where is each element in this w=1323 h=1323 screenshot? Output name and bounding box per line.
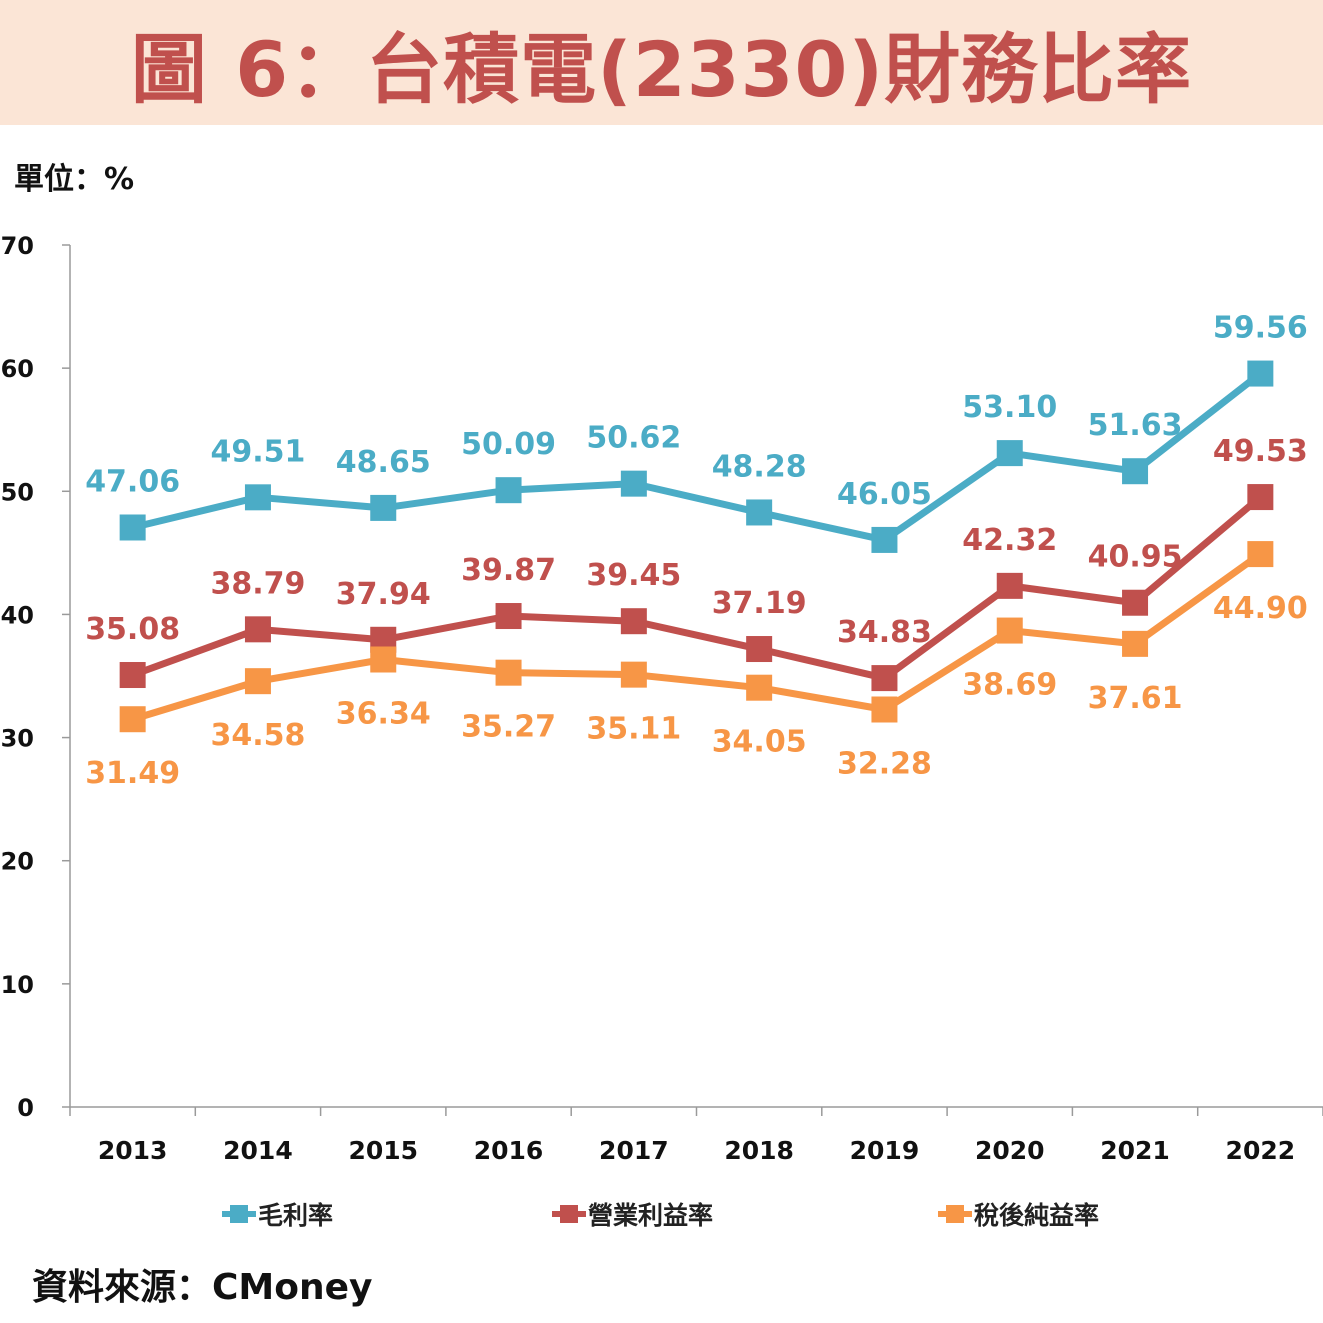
data-point (746, 636, 773, 663)
data-point (871, 526, 898, 553)
data-point (119, 706, 146, 733)
y-tick-label: 20 (1, 848, 34, 876)
data-point (244, 616, 271, 643)
y-tick-label: 70 (1, 232, 34, 260)
data-label: 37.94 (336, 577, 431, 612)
x-tick-label: 2015 (348, 1136, 418, 1165)
y-tick-label: 50 (1, 478, 34, 506)
data-label: 59.56 (1213, 311, 1308, 346)
y-tick-label: 10 (1, 971, 34, 999)
x-tick-label: 2022 (1226, 1136, 1296, 1165)
x-tick-label: 2017 (599, 1136, 669, 1165)
data-point (996, 440, 1023, 467)
source-label: 資料來源：CMoney (32, 1267, 373, 1308)
legend-item-operating-margin: 營業利益率 (552, 1196, 713, 1232)
data-point (244, 668, 271, 695)
data-label: 34.58 (210, 718, 305, 753)
legend-swatch-operating-margin (552, 1202, 586, 1226)
data-point (1247, 360, 1274, 387)
data-label: 39.87 (461, 553, 556, 588)
legend-label: 稅後純益率 (974, 1201, 1100, 1230)
data-point (620, 470, 647, 497)
legend-marker (946, 1205, 964, 1223)
x-tick-label: 2018 (724, 1136, 794, 1165)
data-label: 35.11 (586, 712, 681, 747)
data-point (996, 572, 1023, 599)
x-tick-label: 2016 (474, 1136, 544, 1165)
data-label: 51.63 (1088, 408, 1183, 443)
data-label: 53.10 (962, 390, 1057, 425)
data-label: 48.65 (336, 445, 431, 480)
data-label: 42.32 (962, 523, 1057, 558)
x-tick-label: 2021 (1100, 1136, 1170, 1165)
series-line (131, 370, 1263, 544)
data-label: 49.53 (1213, 434, 1308, 469)
data-label: 36.34 (336, 696, 431, 731)
y-tick-label: 30 (1, 725, 34, 753)
data-point (1122, 458, 1149, 485)
y-tick-label: 60 (1, 355, 34, 383)
legend-label: 毛利率 (258, 1201, 334, 1230)
title-banner: 圖 6：台積電(2330)財務比率 (0, 0, 1323, 125)
data-label: 35.27 (461, 710, 556, 745)
data-label: 40.95 (1088, 540, 1183, 575)
data-point (1122, 589, 1149, 616)
data-label: 31.49 (85, 756, 180, 791)
data-label: 49.51 (210, 434, 305, 469)
series-line (131, 494, 1263, 682)
data-point (746, 499, 773, 526)
unit-label: 單位：% (14, 162, 135, 197)
data-point (871, 665, 898, 692)
data-label: 47.06 (85, 464, 180, 499)
data-label: 37.19 (712, 586, 807, 621)
data-label: 32.28 (837, 746, 932, 781)
data-point (495, 659, 522, 686)
data-label: 34.83 (837, 615, 932, 650)
data-label: 34.05 (712, 725, 807, 760)
data-point (620, 661, 647, 688)
data-point (746, 674, 773, 701)
y-tick-label: 0 (17, 1094, 34, 1122)
series-line (131, 551, 1263, 723)
legend-item-net-margin: 稅後純益率 (938, 1196, 1099, 1232)
data-label: 48.28 (712, 449, 807, 484)
data-label: 38.79 (210, 566, 305, 601)
legend-marker (230, 1205, 248, 1223)
data-point (244, 484, 271, 511)
data-point (996, 617, 1023, 644)
legend-label: 營業利益率 (588, 1201, 714, 1230)
data-point (1247, 484, 1274, 511)
x-tick-label: 2019 (850, 1136, 920, 1165)
data-label: 50.09 (461, 427, 556, 462)
data-label: 46.05 (837, 477, 932, 512)
data-point (370, 494, 397, 521)
data-label: 38.69 (962, 668, 1057, 703)
data-point (495, 603, 522, 630)
legend-swatch-net-margin (938, 1202, 972, 1226)
data-label: 50.62 (586, 421, 681, 456)
data-label: 37.61 (1088, 681, 1183, 716)
chart-title: 圖 6：台積電(2330)財務比率 (130, 24, 1193, 114)
legend-marker (560, 1205, 578, 1223)
data-point (1122, 630, 1149, 657)
data-point (620, 608, 647, 635)
data-point (119, 514, 146, 541)
legend-item-gross-margin: 毛利率 (222, 1196, 333, 1232)
data-point (495, 477, 522, 504)
data-label: 39.45 (586, 558, 681, 593)
data-point (871, 696, 898, 723)
y-tick-label: 40 (1, 601, 34, 629)
x-tick-label: 2020 (975, 1136, 1045, 1165)
data-point (370, 646, 397, 673)
data-point (1247, 541, 1274, 568)
x-tick-label: 2014 (223, 1136, 293, 1165)
x-tick-label: 2013 (98, 1136, 168, 1165)
data-label: 35.08 (85, 612, 180, 647)
data-label: 44.90 (1213, 591, 1308, 626)
data-point (119, 662, 146, 689)
legend-swatch-gross-margin (222, 1202, 256, 1226)
